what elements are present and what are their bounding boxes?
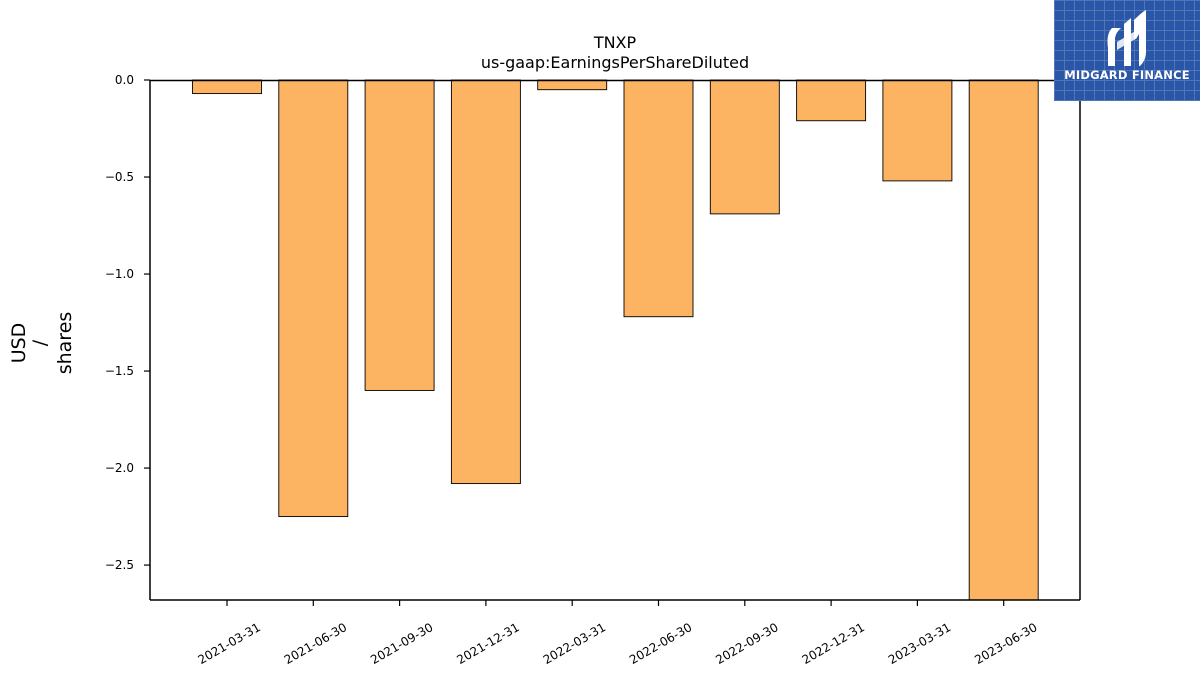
bar-2021-12-31 — [450, 79, 521, 485]
bar-series — [192, 79, 1039, 601]
bar-2021-03-31 — [192, 79, 262, 95]
y-axis-label-line-1: USD — [8, 323, 30, 364]
logo-text: MIDGARD FINANCE — [1064, 68, 1190, 82]
x-tick-label: 2023-03-31 — [886, 620, 953, 667]
x-tick-label: 2022-09-30 — [713, 620, 780, 667]
x-tick-label: 2021-09-30 — [368, 620, 435, 667]
x-tick-label: 2021-12-31 — [454, 620, 521, 667]
bar-2022-09-30 — [709, 79, 780, 215]
y-axis-ticks: 0.0 −0.5 −1.0 −1.5 −2.0 −2.5 — [105, 73, 150, 572]
x-axis-ticks: 2021-03-31 2021-06-30 2021-09-30 2021-12-31… — [195, 600, 1040, 667]
bar-2022-12-31 — [796, 79, 867, 122]
y-axis-label-line-3: shares — [54, 312, 76, 375]
bar-2021-06-30 — [278, 79, 349, 518]
bar-2023-06-30 — [968, 79, 1039, 601]
axes-frame — [149, 79, 1081, 601]
bar-2022-06-30 — [623, 79, 694, 318]
x-tick-label: 2022-06-30 — [627, 620, 694, 667]
y-tick-label: 0.0 — [115, 73, 134, 87]
y-axis-label: USD / shares — [8, 312, 76, 375]
x-tick-label: 2021-03-31 — [195, 620, 262, 667]
y-tick-label: −1.5 — [105, 364, 134, 378]
bar-2023-03-31 — [882, 79, 953, 182]
y-tick-label: −2.5 — [105, 558, 134, 572]
x-tick-label: 2023-06-30 — [972, 620, 1039, 667]
bar-2021-09-30 — [364, 79, 435, 391]
y-tick-label: −0.5 — [105, 170, 134, 184]
x-tick-label: 2021-06-30 — [282, 620, 349, 667]
x-tick-label: 2022-03-31 — [541, 620, 608, 667]
chart-title: TNXP — [593, 33, 637, 52]
x-tick-label: 2022-12-31 — [800, 620, 867, 667]
y-axis-label-line-2: / — [29, 339, 51, 346]
bar-2022-03-31 — [537, 79, 608, 91]
logo-mark-icon — [1107, 10, 1146, 66]
y-tick-label: −2.0 — [105, 461, 134, 475]
y-tick-label: −1.0 — [105, 267, 134, 281]
chart-subtitle: us-gaap:EarningsPerShareDiluted — [481, 53, 749, 72]
midgard-finance-logo: MIDGARD FINANCE — [1054, 0, 1200, 101]
